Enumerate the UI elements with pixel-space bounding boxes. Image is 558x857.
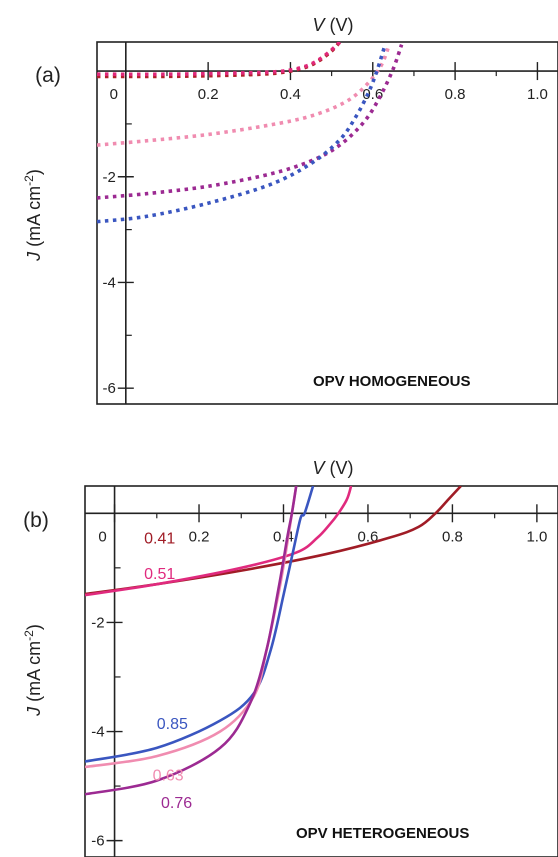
x-tick-label: 0.4 [280, 86, 301, 103]
y-tick-label: -6 [91, 833, 104, 850]
panel-a: 0 0.2 0.4 0.6 0.8 1.0-2-4-6(a)V (V)J (mA cm-2… [22, 15, 558, 405]
x-tick-label: 0.2 [198, 86, 219, 103]
plot-frame [84, 485, 558, 857]
y-axis-title-unit: (mA cm [24, 186, 44, 252]
y-axis-title-unit: (mA cm [24, 641, 44, 707]
x-axis-title-variable: V [312, 458, 326, 478]
series-line-0-51 [85, 486, 353, 597]
series-line-0-85 [85, 486, 315, 763]
series-label-0-76: 0.76 [161, 795, 192, 812]
x-axis-title-unit: (V) [325, 15, 354, 35]
series-line-3 [97, 44, 404, 200]
series-label-0-63: 0.63 [153, 768, 184, 785]
y-axis-title-exponent: -2 [22, 630, 36, 641]
y-tick-label: -4 [102, 274, 115, 291]
x-axis-title-unit: (V) [325, 458, 354, 478]
panel-label: (b) [23, 509, 49, 532]
plot-frame [96, 41, 558, 405]
x-axis-title: V (V) [312, 15, 353, 35]
x-tick-label: 0.4 [273, 528, 294, 545]
panel-label: (a) [35, 64, 61, 87]
series-label-0-85: 0.85 [157, 716, 188, 733]
series-label-0-51: 0.51 [144, 566, 175, 583]
x-tick-label: 0.8 [442, 528, 463, 545]
x-tick-label: 0 [98, 528, 106, 545]
y-tick-label: -2 [102, 169, 115, 186]
series-line-4 [97, 44, 387, 224]
x-tick-label: 1.0 [527, 86, 548, 103]
panel-annotation: OPV HOMOGENEOUS [313, 373, 471, 390]
y-tick-label: -6 [102, 380, 115, 397]
series-group [97, 42, 404, 224]
y-axis-title-variable: J [24, 706, 44, 717]
x-tick-label: 0 [110, 86, 118, 103]
x-tick-label: 0.2 [189, 528, 210, 545]
x-tick-label: 0.6 [362, 86, 383, 103]
y-axis-title: J (mA cm-2) [22, 624, 44, 717]
y-axis-title-close: ) [24, 624, 44, 630]
y-axis-title: J (mA cm-2) [22, 169, 44, 262]
panel-b: 0 0.2 0.4 0.6 0.8 1.0-2-4-6(b)V (V)J (mA cm-2… [22, 458, 558, 857]
series-group [85, 486, 462, 796]
panel-annotation: OPV HETEROGENEOUS [296, 825, 469, 842]
y-axis-title-close: ) [24, 169, 44, 175]
y-tick-label: -4 [91, 724, 104, 741]
series-line-1 [97, 42, 342, 77]
series-label-0-41: 0.41 [144, 530, 175, 547]
x-axis-title-variable: V [312, 15, 326, 35]
x-axis-title: V (V) [312, 458, 353, 478]
x-tick-label: 0.8 [445, 86, 466, 103]
y-axis-title-variable: J [24, 251, 44, 262]
y-tick-label: -2 [91, 614, 104, 631]
x-tick-label: 1.0 [526, 528, 547, 545]
series-line-0-76 [85, 486, 298, 796]
series-line-2 [97, 43, 391, 147]
y-axis-title-exponent: -2 [22, 175, 36, 186]
